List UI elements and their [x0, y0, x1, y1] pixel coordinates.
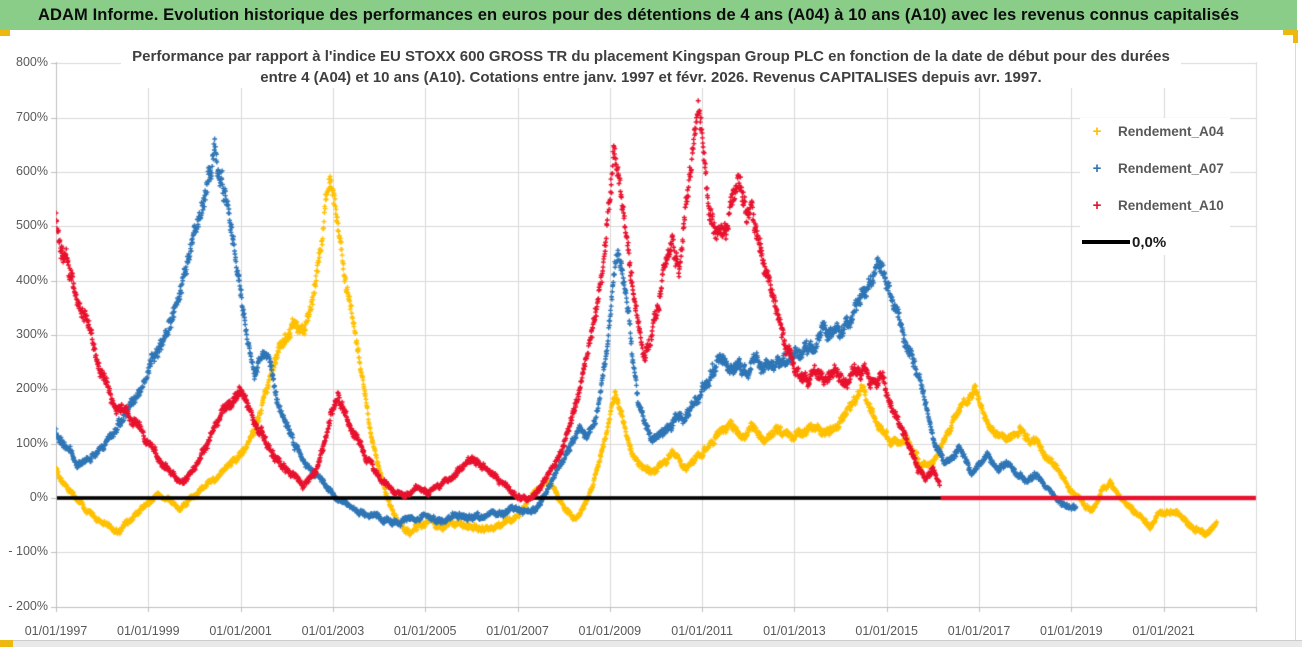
- legend-item-rendement-a04[interactable]: + Rendement_A04: [1082, 120, 1224, 142]
- y-axis-tick: 500%: [16, 218, 48, 233]
- y-axis-tick: 100%: [16, 435, 48, 450]
- y-axis-tick: 800%: [16, 55, 48, 70]
- x-axis-tick: 01/01/2009: [578, 624, 642, 638]
- y-axis-tick: 400%: [16, 272, 48, 287]
- zero-line-swatch-icon: [1082, 240, 1130, 244]
- chart-title-line1: Performance par rapport à l'indice EU ST…: [132, 48, 1170, 65]
- plus-marker-icon: +: [1092, 196, 1102, 214]
- x-axis-tick: 01/01/2005: [393, 624, 457, 638]
- legend-item-0-0-[interactable]: 0,0%: [1082, 231, 1224, 253]
- sheet-accent-top-right-edge: [1293, 30, 1298, 43]
- sheet-accent-bottom-left: [0, 640, 13, 647]
- y-axis-tick: 0%: [29, 490, 48, 504]
- plus-marker-icon: +: [1092, 122, 1102, 140]
- x-axis-tick: 01/01/2019: [1040, 624, 1103, 638]
- y-axis-tick: 600%: [16, 163, 48, 178]
- x-axis-tick: 01/01/2007: [486, 624, 549, 638]
- x-axis-tick: 01/01/2011: [671, 624, 733, 638]
- y-axis-tick: - 200%: [8, 598, 48, 613]
- legend-label: Rendement_A07: [1118, 160, 1224, 176]
- y-axis-tick: 300%: [16, 326, 48, 341]
- chart-title: Performance par rapport à l'indice EU ST…: [121, 46, 1181, 88]
- legend-label: Rendement_A10: [1118, 197, 1224, 213]
- sheet-accent-top-right: [1283, 30, 1298, 35]
- legend-label: 0,0%: [1132, 233, 1167, 251]
- legend-label: Rendement_A04: [1118, 123, 1224, 139]
- sheet-bottom-strip: [0, 640, 1302, 647]
- y-axis-tick: 700%: [16, 109, 48, 124]
- plus-marker-icon: +: [1092, 159, 1102, 177]
- sheet-edge-line: [1295, 30, 1296, 640]
- x-axis-tick: 01/01/2003: [301, 624, 365, 638]
- x-axis-tick: 01/01/2001: [209, 624, 272, 638]
- legend-item-rendement-a10[interactable]: + Rendement_A10: [1082, 194, 1224, 216]
- x-axis-tick: 01/01/2013: [763, 624, 826, 638]
- sheet-accent-top-left: [0, 30, 10, 36]
- chart-legend: + Rendement_A04 + Rendement_A07 + Rendement_A…: [1080, 118, 1230, 255]
- x-axis-tick: 01/01/2021: [1132, 624, 1195, 638]
- legend-item-rendement-a07[interactable]: + Rendement_A07: [1082, 157, 1224, 179]
- x-axis-tick: 01/01/1997: [24, 624, 88, 638]
- x-axis-tick: 01/01/2015: [855, 624, 918, 638]
- y-axis-tick: 200%: [16, 381, 48, 396]
- x-axis-tick: 01/01/2017: [947, 624, 1011, 638]
- x-axis-tick: 01/01/1999: [117, 624, 180, 638]
- y-axis-tick: - 100%: [8, 544, 48, 559]
- chart-title-line2: entre 4 (A04) et 10 ans (A10). Cotations…: [260, 69, 1042, 86]
